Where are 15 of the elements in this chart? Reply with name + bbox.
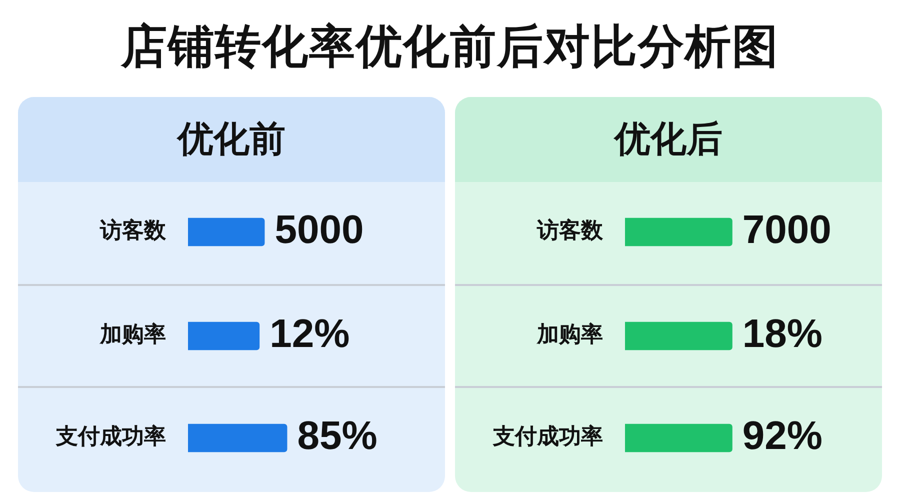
text: 店铺转化率优化前后对比分析图: [120, 18, 780, 75]
y-tick-label: 支付成功率: [55, 424, 166, 450]
data-label: 18%: [742, 312, 822, 356]
data-label: 5000: [274, 208, 364, 252]
chart-subtitle: 优化后: [455, 97, 882, 182]
data-label: 92%: [742, 414, 822, 458]
chart-subtitle: 优化前: [18, 97, 445, 182]
y-tick-label: 支付成功率: [492, 424, 603, 450]
y-tick-label: 访客数: [99, 218, 167, 244]
y-tick-label: 加购率: [99, 322, 166, 348]
data-label: 12%: [270, 312, 350, 356]
y-tick-label: 加购率: [536, 322, 603, 348]
y-tick-label: 访客数: [536, 218, 604, 244]
data-label: 7000: [742, 208, 832, 252]
data-label: 85%: [297, 414, 378, 458]
